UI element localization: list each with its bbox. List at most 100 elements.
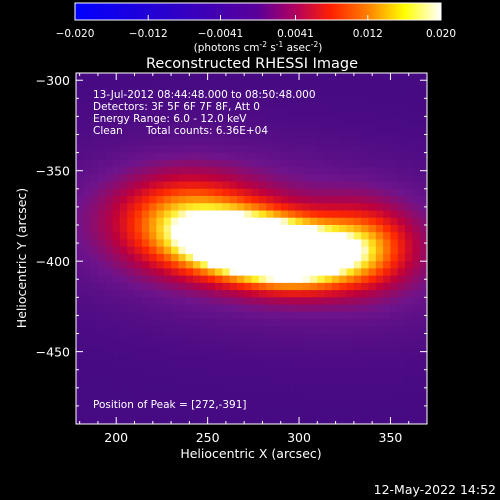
heatmap-cell	[361, 73, 370, 81]
heatmap-cell	[397, 333, 406, 342]
heatmap-cell	[90, 196, 99, 204]
heatmap-cell	[280, 355, 289, 364]
heatmap-cell	[310, 138, 318, 146]
heatmap-cell	[141, 87, 150, 96]
heatmap-cell	[222, 376, 231, 385]
heatmap-cell	[127, 188, 136, 197]
heatmap-cell	[90, 116, 99, 125]
heatmap-cell	[405, 362, 413, 371]
heatmap-cell	[156, 167, 165, 175]
heatmap-cell	[339, 73, 348, 81]
heatmap-cell	[280, 268, 289, 277]
heatmap-cell	[288, 297, 296, 306]
heatmap-cell	[237, 428, 245, 436]
heatmap-cell	[149, 246, 158, 255]
heatmap-cell	[207, 398, 216, 407]
heatmap-cell	[288, 326, 296, 335]
heatmap-cell	[405, 152, 413, 161]
heatmap-cell	[171, 123, 179, 132]
heatmap-cell	[427, 254, 435, 262]
heatmap-cell	[119, 203, 128, 212]
heatmap-cell	[353, 188, 362, 197]
heatmap-cell	[222, 362, 231, 371]
heatmap-cell	[331, 224, 340, 233]
heatmap-cell	[222, 319, 231, 327]
heatmap-cell	[207, 413, 216, 421]
heatmap-cell	[185, 340, 194, 349]
heatmap-cell	[280, 420, 289, 424]
heatmap-cell	[405, 188, 413, 197]
heatmap-cell	[119, 116, 128, 125]
heatmap-cell	[310, 297, 318, 306]
heatmap-cell	[200, 253, 209, 262]
heatmap-cell	[412, 73, 421, 81]
heatmap-cell	[405, 239, 413, 248]
heatmap-cell	[280, 340, 289, 349]
heatmap-cell	[193, 413, 201, 421]
heatmap-cell	[251, 196, 260, 204]
heatmap-cell	[353, 174, 362, 183]
heatmap-cell	[112, 159, 121, 168]
heatmap-cell	[353, 405, 362, 414]
heatmap-cell	[105, 210, 114, 219]
heatmap-cell	[346, 261, 355, 269]
heatmap-cell	[288, 384, 296, 393]
heatmap-cell	[105, 174, 114, 183]
heatmap-cell	[97, 420, 106, 424]
heatmap-cell	[178, 405, 187, 414]
heatmap-cell	[127, 376, 136, 385]
heatmap-cell	[390, 80, 399, 89]
heatmap-cell	[149, 369, 158, 378]
heatmap-cell	[361, 398, 370, 407]
heatmap-cell	[200, 188, 209, 197]
heatmap-cell	[156, 398, 165, 407]
heatmap-cell	[171, 94, 179, 103]
heatmap-cell	[97, 80, 106, 89]
heatmap-cell	[105, 333, 114, 342]
heatmap-cell	[295, 181, 304, 190]
heatmap-cell	[141, 94, 150, 103]
heatmap-cell	[229, 275, 238, 284]
heatmap-cell	[346, 282, 355, 291]
heatmap-cell	[397, 398, 406, 407]
heatmap-cell	[178, 167, 187, 175]
heatmap-cell	[149, 87, 158, 96]
heatmap-cell	[288, 253, 296, 262]
heatmap-cell	[302, 152, 311, 161]
heatmap-cell	[427, 182, 435, 190]
heatmap-cell	[163, 261, 172, 269]
heatmap-cell	[317, 167, 326, 175]
heatmap-cell	[339, 80, 348, 89]
heatmap-cell	[134, 268, 143, 277]
heatmap-cell	[222, 261, 231, 269]
heatmap-cell	[193, 123, 201, 132]
heatmap-cell	[214, 130, 223, 139]
heatmap-cell	[288, 246, 296, 255]
heatmap-cell	[280, 239, 289, 248]
heatmap-cell	[200, 319, 209, 327]
heatmap-cell	[324, 152, 333, 161]
heatmap-cell	[105, 123, 114, 132]
heatmap-cell	[405, 413, 413, 421]
heatmap-cell	[185, 145, 194, 154]
heatmap-cell	[397, 420, 406, 424]
heatmap-cell	[90, 311, 99, 320]
heatmap-cell	[310, 80, 318, 89]
heatmap-cell	[412, 333, 421, 342]
heatmap-cell	[353, 319, 362, 327]
heatmap-cell	[331, 159, 340, 168]
heatmap-cell	[324, 217, 333, 226]
heatmap-cell	[83, 210, 92, 219]
heatmap-cell	[214, 232, 223, 241]
heatmap-cell	[236, 311, 245, 320]
heatmap-cell	[134, 297, 143, 306]
heatmap-cell	[200, 268, 209, 277]
heatmap-cell	[156, 268, 165, 277]
heatmap-cell	[405, 246, 413, 255]
heatmap-cell	[266, 304, 275, 313]
heatmap-cell	[207, 319, 216, 327]
heatmap-cell	[383, 167, 392, 175]
heatmap-cell	[178, 428, 186, 436]
heatmap-cell	[149, 80, 158, 89]
x-tick-label: 200	[104, 430, 128, 445]
